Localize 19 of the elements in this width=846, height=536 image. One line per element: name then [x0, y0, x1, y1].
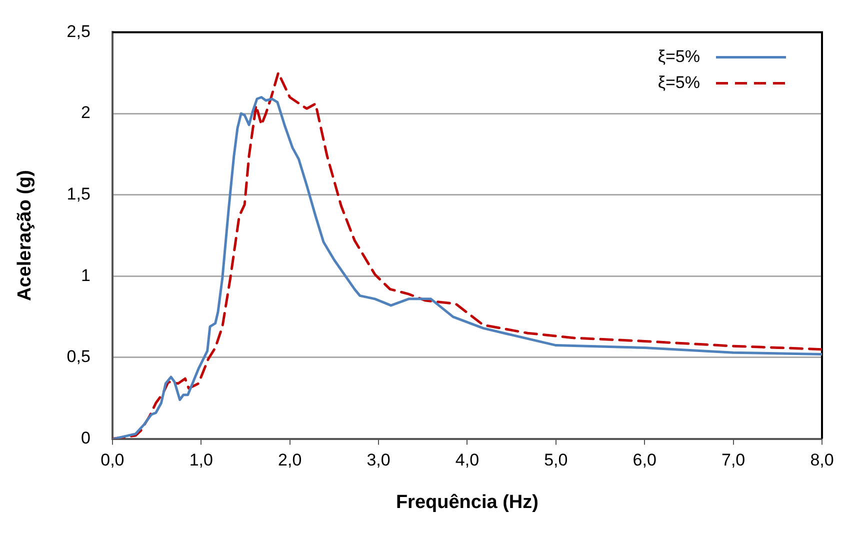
x-tick-label: 3,0 — [366, 450, 390, 470]
x-tick-label: 8,0 — [810, 450, 834, 470]
y-tick-label: 2 — [80, 103, 90, 122]
legend-label: ξ=5% — [658, 46, 700, 66]
x-tick-label: 4,0 — [455, 450, 480, 470]
legend-label: ξ=5% — [658, 72, 700, 92]
x-tick-label: 0,0 — [100, 450, 124, 470]
x-tick-label: 1,0 — [189, 450, 213, 470]
x-tick-label: 5,0 — [544, 450, 568, 470]
y-tick-label: 0,5 — [66, 347, 90, 366]
y-axis-title: Aceleração (g) — [14, 170, 36, 301]
x-tick-label: 2,0 — [278, 450, 302, 470]
y-tick-label: 2,5 — [66, 22, 90, 41]
y-tick-label: 0 — [80, 428, 90, 448]
x-tick-label: 6,0 — [632, 450, 656, 470]
y-tick-label: 1,5 — [66, 184, 90, 204]
x-tick-label: 7,0 — [721, 450, 746, 470]
x-axis-title: Frequência (Hz) — [396, 492, 538, 513]
y-tick-label: 1 — [80, 266, 90, 285]
